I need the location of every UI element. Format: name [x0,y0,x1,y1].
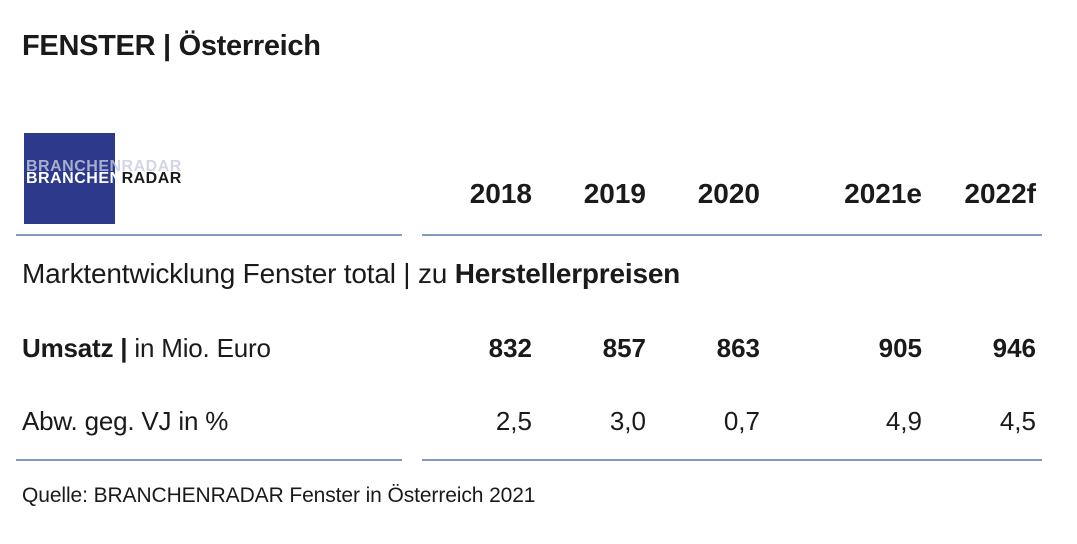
source-note: Quelle: BRANCHENRADAR Fenster in Österre… [22,484,536,507]
logo-text-part1: BRANCHEN [26,170,122,187]
header-rule-left [16,234,402,236]
row-label-abw: Abw. geg. VJ in % [22,406,228,437]
umsatz-2018: 832 [488,333,532,363]
row-label-umsatz: Umsatz | in Mio. Euro [22,333,271,364]
abw-2018: 2,5 [495,406,532,436]
year-header-2018: 2018 [469,178,532,209]
branchenradar-logo [24,133,115,224]
row-label-rest: in Mio. Euro [127,333,271,363]
logo-echo-text: BRANCHENRADAR [26,158,182,175]
year-header-2022f: 2022f [964,178,1036,209]
abw-2021e: 4,9 [885,406,922,436]
year-header-2020: 2020 [697,178,760,209]
abw-2022f: 4,5 [999,406,1036,436]
page-title: FENSTER | Österreich [22,30,321,62]
umsatz-2020: 863 [716,333,760,363]
logo-text-part2: RADAR [121,170,182,187]
footer-rule-right [422,459,1042,461]
header-rule-right [422,234,1042,236]
row-label-bold: Umsatz | [22,333,128,363]
section-heading: Marktentwicklung Fenster total | zu Hers… [22,258,680,290]
abw-2019: 3,0 [609,406,646,436]
section-prefix: Marktentwicklung Fenster total | zu [22,258,455,289]
year-header-2021e: 2021e [844,178,922,209]
umsatz-2021e: 905 [878,333,922,363]
section-bold: Herstellerpreisen [454,258,681,289]
footer-rule-left [16,459,402,461]
logo-text: BRANCHENRADAR [26,170,182,188]
abw-2020: 0,7 [723,406,760,436]
row-label-abw-text: Abw. geg. VJ in % [22,406,229,436]
umsatz-2019: 857 [602,333,646,363]
umsatz-2022f: 946 [992,333,1036,363]
year-header-2019: 2019 [583,178,646,209]
